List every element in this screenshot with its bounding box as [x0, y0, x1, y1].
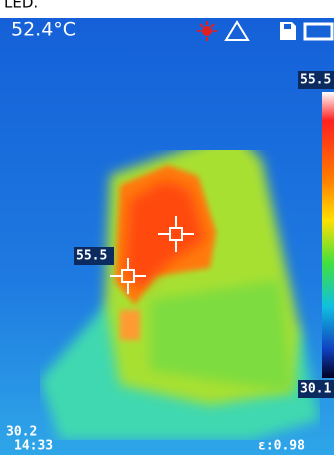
- min-reading: 30.2: [6, 425, 37, 440]
- led-icon: [202, 26, 212, 36]
- center-crosshair: [158, 216, 194, 252]
- mode-icon: [224, 20, 250, 41]
- sd-slot: [284, 24, 291, 29]
- thermal-scene: [40, 132, 320, 440]
- status-icons: [197, 20, 334, 41]
- time: 14:33: [14, 439, 53, 454]
- color-scale: [322, 92, 334, 378]
- emissivity: ε:0.98: [258, 439, 305, 454]
- led-rays: [197, 21, 217, 41]
- spot-label-bg: [74, 247, 114, 265]
- warm-lower: [150, 280, 292, 392]
- hot-crosshair: [110, 258, 146, 294]
- battery-icon: [303, 22, 334, 41]
- temperature-reading: 52.4°C: [11, 19, 76, 41]
- scale-max: 55.5: [300, 73, 331, 88]
- scale-min-bg: [298, 380, 334, 398]
- scale-max-bg: [298, 71, 334, 89]
- hot-spot: [120, 310, 140, 340]
- scale-min: 30.1: [300, 382, 331, 397]
- caption: LED.: [4, 0, 38, 12]
- spot-label: 55.5: [76, 249, 107, 264]
